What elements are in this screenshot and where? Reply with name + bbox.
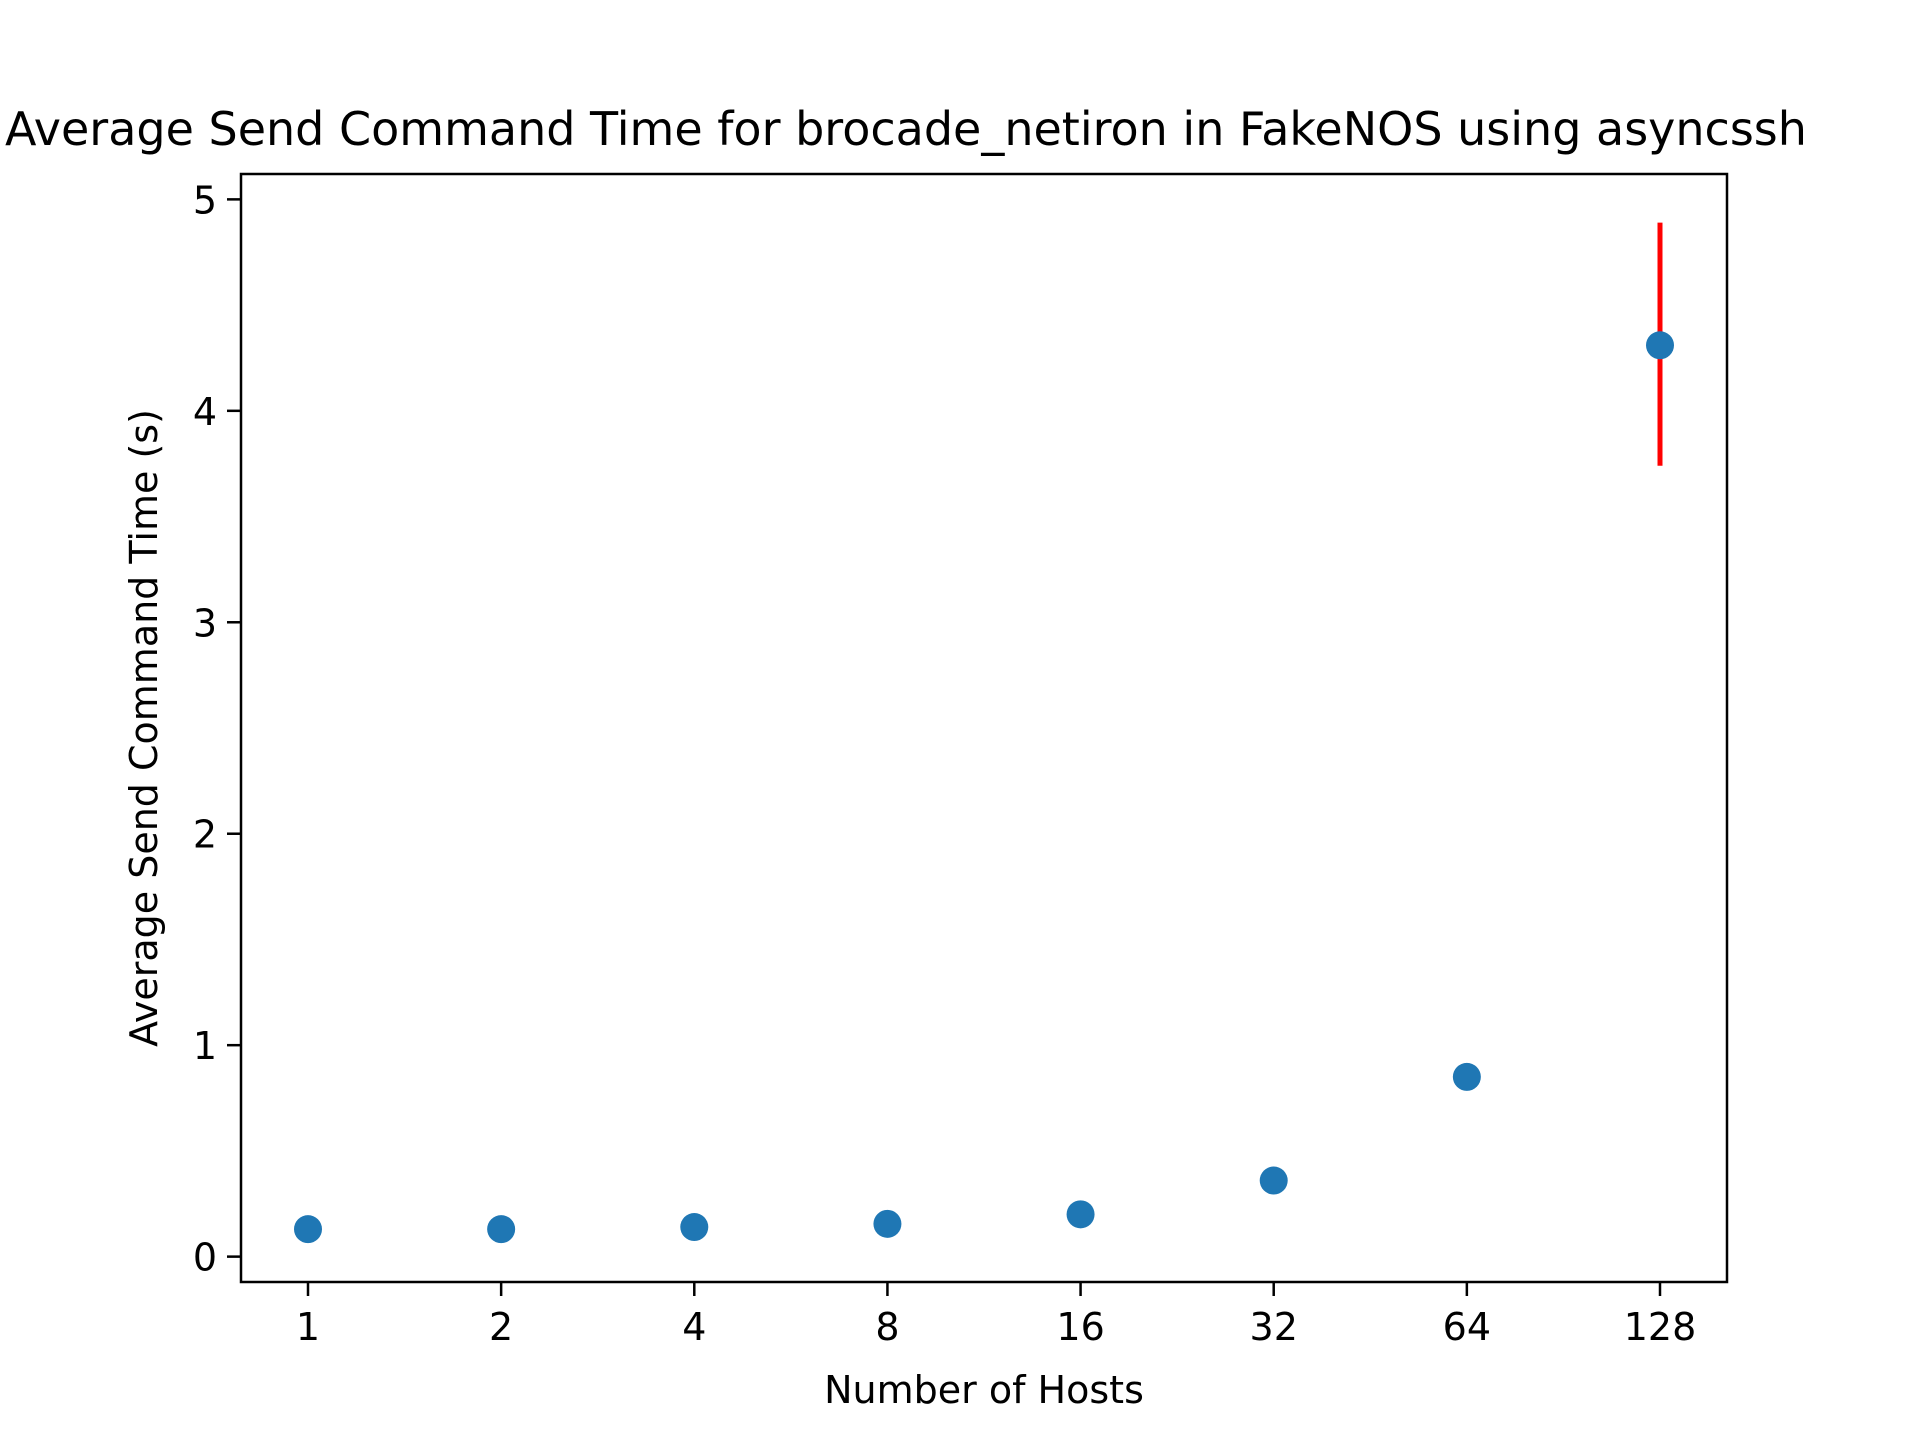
x-tick-label: 8 [875, 1305, 899, 1349]
x-tick-label: 4 [682, 1305, 706, 1349]
x-tick-label: 32 [1250, 1305, 1298, 1349]
x-tick-label: 128 [1624, 1305, 1697, 1349]
data-point [873, 1209, 902, 1238]
y-tick-label: 2 [193, 813, 217, 857]
y-tick-label: 0 [193, 1236, 217, 1280]
data-point [1452, 1062, 1481, 1091]
chart-title: Average Send Command Time for brocade_ne… [5, 102, 1807, 156]
y-axis-label: Average Send Command Time (s) [122, 409, 166, 1047]
x-tick-label: 64 [1443, 1305, 1491, 1349]
y-tick-label: 3 [193, 601, 217, 645]
data-point [487, 1215, 516, 1244]
y-axis: 0 1 2 3 4 5 [193, 178, 241, 1280]
plot-area-frame [239, 172, 1729, 1284]
data-points [294, 331, 1674, 1244]
y-tick-label: 4 [193, 390, 217, 434]
x-axis-label: Number of Hosts [824, 1368, 1144, 1412]
data-point [1646, 331, 1674, 360]
x-axis: 1 2 4 8 16 32 64 128 [296, 1282, 1696, 1349]
data-point [680, 1213, 709, 1242]
y-tick-label: 1 [193, 1024, 217, 1068]
data-point [294, 1215, 322, 1244]
x-tick-label: 16 [1056, 1305, 1104, 1349]
x-tick-label: 1 [296, 1305, 320, 1349]
data-point [1259, 1166, 1288, 1195]
x-tick-label: 2 [489, 1305, 513, 1349]
y-tick-label: 5 [193, 178, 217, 222]
data-point [1066, 1200, 1095, 1229]
